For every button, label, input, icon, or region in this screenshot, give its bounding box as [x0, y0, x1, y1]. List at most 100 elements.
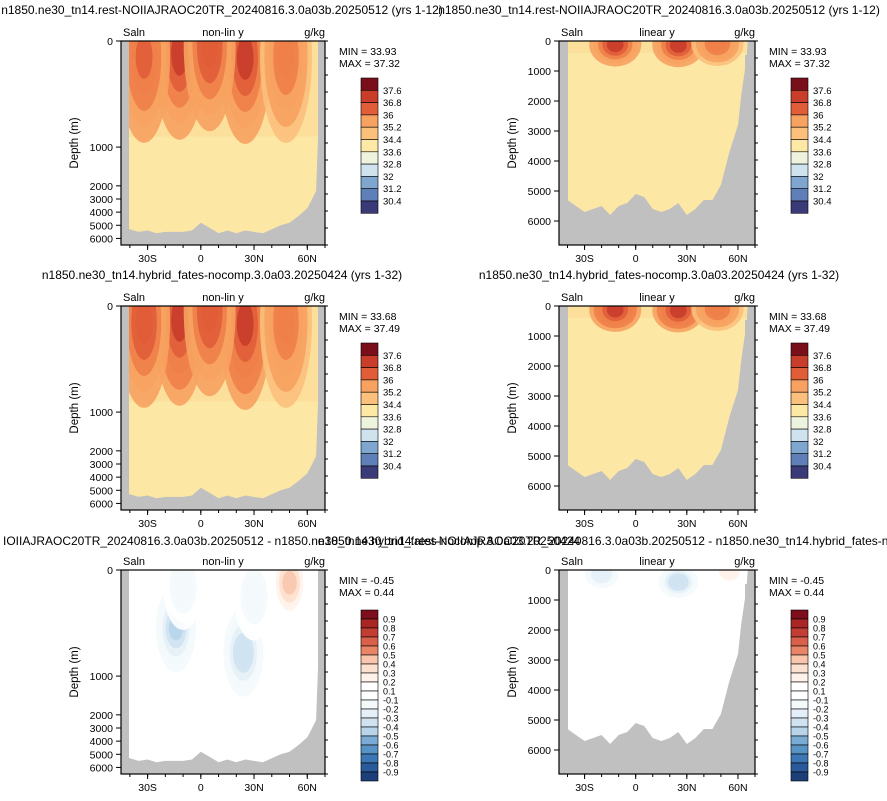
field-blob-2	[236, 41, 254, 80]
colorbar-box	[360, 744, 379, 755]
colorbar-box	[790, 762, 809, 773]
colorbar-box	[360, 753, 379, 764]
colorbar-label: -0.1	[813, 696, 829, 706]
colorbar-label: 0.4	[813, 660, 826, 670]
stat-min: MIN = 33.68	[769, 311, 827, 323]
x-tick-label: 30N	[244, 253, 263, 265]
x-tick-label: 60N	[298, 518, 317, 530]
colorbar-label: -0.2	[813, 705, 829, 715]
variable-label: Saln	[123, 556, 145, 568]
colorbar-box	[790, 139, 809, 153]
field-layer	[559, 41, 755, 245]
colorbar-box	[360, 139, 379, 153]
colorbar-label: 35.2	[383, 123, 402, 134]
colorbar-box	[790, 465, 809, 479]
y-tick-label: 3000	[90, 459, 114, 471]
x-tick-label: 30S	[575, 782, 594, 794]
x-tick-label: 0	[633, 782, 639, 794]
y-tick-label: 1000	[90, 671, 114, 683]
field-blob-3	[709, 41, 726, 52]
land-mask-west	[121, 306, 129, 510]
y-tick-label: 5000	[528, 451, 552, 463]
panel-title-1: n1850.ne30_tn14.rest-NOIIAJRAOC20TR_2024…	[1, 3, 443, 17]
y-tick-label: 2000	[528, 625, 552, 637]
colorbar-box	[790, 681, 809, 692]
colorbar-box	[360, 627, 379, 638]
stat-min: MIN = -0.45	[769, 575, 824, 587]
colorbar-label: 37.6	[383, 351, 402, 362]
colorbar-label: 37.6	[813, 351, 832, 362]
y-tick-label: 4000	[90, 736, 114, 748]
x-tick-label: 0	[633, 253, 639, 265]
colorbar-label: 0.9	[383, 615, 396, 625]
units-label: g/kg	[304, 556, 325, 568]
stat-min: MIN = 33.93	[769, 46, 827, 58]
field-layer	[121, 306, 325, 510]
land-mask-floor	[559, 306, 755, 510]
colorbar-label: 36	[383, 110, 394, 121]
y-tick-label: 5000	[528, 186, 552, 198]
panel-title-4: n1850.ne30_tn14.hybrid_fates-nocomp.3.0a…	[479, 268, 839, 282]
colorbar-box	[790, 654, 809, 665]
colorbar-box	[360, 735, 379, 746]
y-tick-label: 1000	[528, 595, 552, 607]
x-tick-label: 30N	[677, 253, 696, 265]
x-tick-label: 30S	[138, 518, 157, 530]
colorbar-label: 32.8	[813, 160, 832, 171]
colorbar-label: 36.8	[813, 98, 832, 109]
field-layer	[559, 306, 755, 510]
colorbar-box	[790, 441, 809, 454]
field-blob-2	[671, 575, 686, 589]
x-tick-label: 30N	[677, 518, 696, 530]
colorbar-box	[790, 342, 809, 356]
colorbar-box	[360, 404, 379, 418]
colorbar-label: -0.3	[383, 714, 399, 724]
land-mask-east	[318, 570, 325, 774]
colorbar-label: -0.9	[383, 768, 399, 778]
land-mask-east	[745, 584, 755, 774]
colorbar-label: 37.6	[383, 86, 402, 97]
land-mask-floor	[121, 41, 325, 245]
land-mask-floor	[559, 41, 755, 245]
colorbar-label: -0.5	[813, 732, 829, 742]
colorbar-label: 0.4	[383, 660, 396, 670]
y-tick-label: 3000	[528, 126, 552, 138]
y-tick-label: 2000	[90, 710, 114, 722]
colorbar-box	[790, 126, 809, 140]
colorbar-label: 0.9	[813, 615, 826, 625]
colorbar-label: -0.2	[383, 705, 399, 715]
colorbar-label: -0.7	[813, 750, 829, 760]
y-tick-label: 0	[107, 301, 113, 313]
scale-label: non-lin y	[202, 27, 244, 39]
y-tick-label: 0	[545, 301, 551, 313]
field-layer	[121, 570, 325, 774]
y-tick-label: 2000	[528, 96, 552, 108]
y-axis-label: Depth (m)	[507, 646, 519, 697]
colorbar-label: 33.6	[383, 147, 402, 158]
land-mask-west	[559, 41, 568, 245]
colorbar-box	[360, 163, 379, 177]
y-tick-label: 5000	[90, 220, 114, 232]
land-mask-east	[745, 55, 755, 245]
colorbar-box	[790, 151, 809, 165]
field-blob-1	[606, 306, 624, 318]
colorbar-box	[360, 465, 379, 479]
colorbar-label: 30.4	[383, 462, 402, 473]
colorbar-label: 31.2	[383, 184, 402, 195]
field-blob-3	[722, 570, 737, 579]
stat-max: MAX = 37.49	[339, 323, 400, 335]
field-blob-1	[606, 41, 624, 53]
field-blob-4	[246, 584, 262, 609]
y-tick-label: 5000	[90, 485, 114, 497]
land-mask-west	[121, 570, 129, 774]
colorbar-box	[360, 453, 379, 467]
y-tick-label: 4000	[90, 472, 114, 484]
colorbar-box	[360, 90, 379, 103]
y-tick-label: 3000	[528, 391, 552, 403]
land-mask-floor	[121, 570, 325, 774]
colorbar-box	[790, 367, 809, 381]
colorbar-box	[360, 428, 379, 442]
y-tick-label: 0	[107, 565, 113, 577]
